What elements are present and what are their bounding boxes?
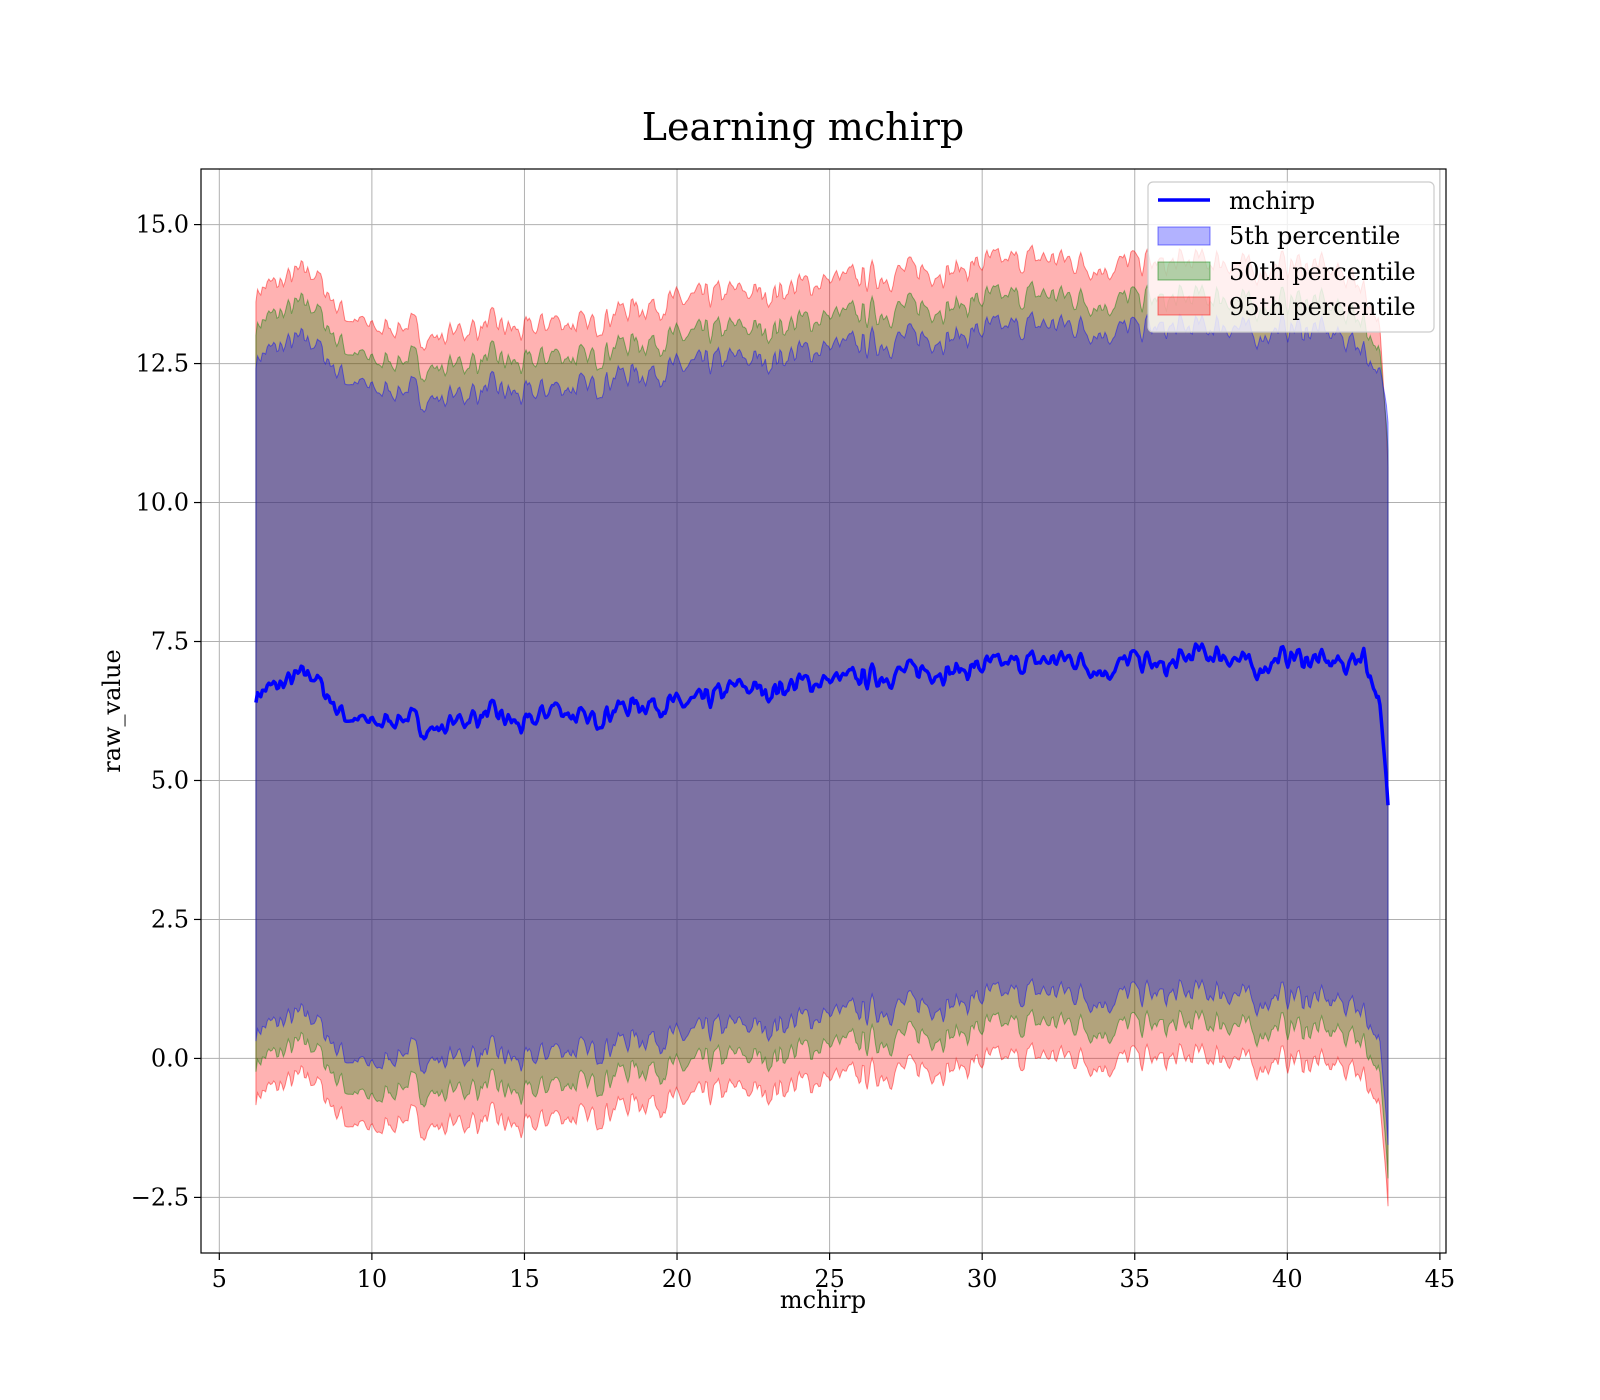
legend-band-swatch: [1157, 226, 1211, 246]
series-line-mchirp: [254, 642, 1390, 806]
legend-frame: [1147, 181, 1435, 333]
percentile-band-3: [255, 244, 1389, 1207]
x-tick-label: 20: [662, 1265, 693, 1293]
y-tick-label: 5.0: [151, 766, 189, 794]
plot-frame: [200, 168, 1447, 1254]
mean-line-layer: [254, 642, 1390, 806]
x-tick-label: 35: [1119, 1265, 1150, 1293]
y-tick-label: 2.5: [151, 905, 189, 933]
x-tick-label: 15: [509, 1265, 540, 1293]
legend-band-swatch: [1157, 296, 1211, 316]
y-axis-label: raw_value: [98, 649, 126, 773]
legend-label: mchirp: [1229, 187, 1315, 215]
legend-band-swatch: [1157, 261, 1211, 281]
chart-title: Learning mchirp: [642, 105, 964, 149]
x-tick-label: 25: [814, 1265, 845, 1293]
x-tick-label: 10: [357, 1265, 388, 1293]
x-tick-label: 45: [1425, 1265, 1456, 1293]
y-tick-label: 12.5: [136, 350, 189, 378]
percentile-bands: [255, 244, 1389, 1207]
percentile-band-2: [255, 280, 1389, 1179]
legend-label: 5th percentile: [1229, 222, 1400, 250]
y-tick-label: 7.5: [151, 628, 189, 656]
x-tick-label: 5: [212, 1265, 227, 1293]
y-tick-label: 0.0: [151, 1044, 189, 1072]
percentile-band-1: [255, 310, 1389, 1146]
y-tick-label: −2.5: [131, 1183, 189, 1211]
x-tick-label: 40: [1272, 1265, 1303, 1293]
x-axis-ticks: 5 10 15 20 25 30 35 40 45: [212, 1253, 1456, 1293]
legend-label: 50th percentile: [1229, 258, 1416, 286]
y-tick-label: 10.0: [136, 489, 189, 517]
y-axis-ticks: −2.5 0.0 2.5 5.0 7.5 10.0 12.5 15.0: [131, 211, 201, 1211]
legend-label: 95th percentile: [1229, 293, 1416, 321]
grid: [201, 169, 1446, 1253]
x-axis-label: mchirp: [780, 1286, 866, 1314]
legend: mchirp 5th percentile 50th percentile 95…: [1147, 181, 1435, 333]
y-tick-label: 15.0: [136, 211, 189, 239]
x-tick-label: 30: [967, 1265, 998, 1293]
